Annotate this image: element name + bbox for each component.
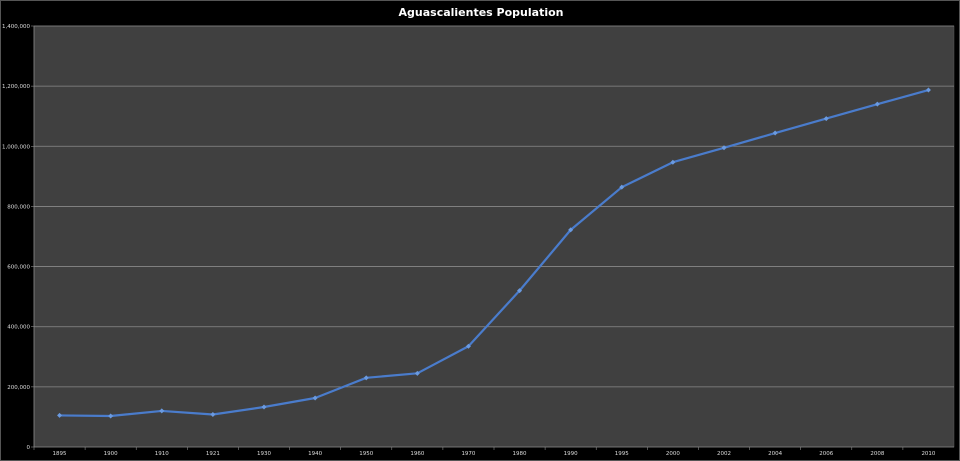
x-tick-label: 2008 xyxy=(870,451,884,457)
data-point xyxy=(823,116,829,122)
x-tick-label: 1970 xyxy=(461,451,475,457)
data-point xyxy=(517,288,523,294)
x-tick-label: 1900 xyxy=(104,451,118,457)
data-point xyxy=(261,404,267,410)
x-tick-label: 1910 xyxy=(155,451,169,457)
x-tick-label: 2002 xyxy=(717,451,731,457)
data-point xyxy=(772,130,778,136)
x-tick-label: 1895 xyxy=(53,451,67,457)
data-point xyxy=(159,408,165,414)
x-tick-label: 1930 xyxy=(257,451,271,457)
y-tick-label: 600,000 xyxy=(7,265,30,271)
y-tick-label: 800,000 xyxy=(7,204,30,210)
data-point xyxy=(57,412,63,418)
y-tick-label: 1,400,000 xyxy=(2,24,30,30)
x-tick-label: 1950 xyxy=(359,451,373,457)
data-point xyxy=(568,227,574,233)
x-tick-label: 1980 xyxy=(513,451,527,457)
data-point xyxy=(108,413,114,419)
y-tick-label: 200,000 xyxy=(7,385,30,391)
plot-area xyxy=(33,25,955,448)
data-point xyxy=(721,145,727,151)
x-tick-label: 2010 xyxy=(921,451,935,457)
y-tick-label: 1,200,000 xyxy=(2,84,30,90)
data-point xyxy=(414,370,420,376)
y-tick-label: 0 xyxy=(27,445,31,451)
data-point xyxy=(670,159,676,165)
x-tick-label: 1921 xyxy=(206,451,220,457)
data-point xyxy=(874,101,880,107)
x-tick-label: 2000 xyxy=(666,451,680,457)
y-tick-label: 400,000 xyxy=(7,325,30,331)
x-tick-label: 1960 xyxy=(410,451,424,457)
data-point xyxy=(925,87,931,93)
x-tick-label: 1995 xyxy=(615,451,629,457)
data-point xyxy=(619,184,625,190)
y-tick-label: 1,000,000 xyxy=(2,144,30,150)
x-tick-label: 1990 xyxy=(564,451,578,457)
data-point xyxy=(465,343,471,349)
series-line xyxy=(59,88,929,418)
x-tick-label: 2006 xyxy=(819,451,833,457)
data-point xyxy=(363,375,369,381)
x-tick-label: 1940 xyxy=(308,451,322,457)
x-tick-label: 2004 xyxy=(768,451,782,457)
data-point xyxy=(312,395,318,401)
data-point xyxy=(210,412,216,418)
chart-title: Aguascalientes Population xyxy=(399,6,564,19)
